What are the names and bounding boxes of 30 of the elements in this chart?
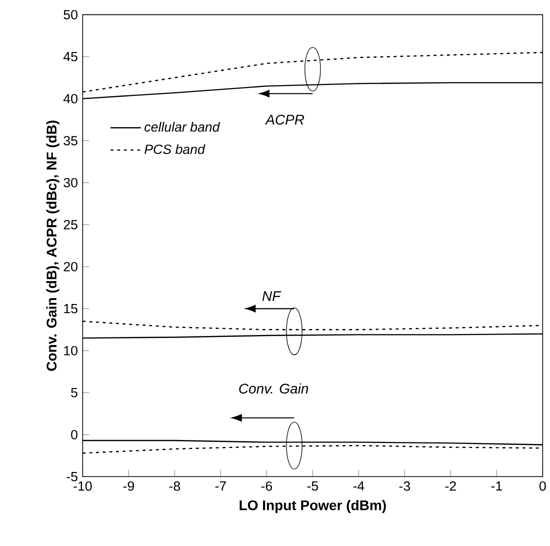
x-tick-label: -9 (123, 481, 134, 491)
x-axis-title: LO Input Power (dBm) (240, 500, 386, 514)
x-tick-label: -6 (261, 481, 272, 491)
y-tick-label: 5 (71, 388, 78, 398)
y-tick-label: 10 (64, 346, 78, 356)
annotation: NF (262, 291, 282, 301)
x-tick-label: -2 (445, 481, 456, 491)
annotation: Conv. Gain (239, 383, 308, 394)
x-tick-label: -3 (399, 481, 410, 491)
x-tick-label: -7 (215, 481, 226, 491)
annotation: ACPR (264, 114, 304, 125)
x-tick-label: -4 (353, 481, 364, 491)
y-tick-label: 40 (63, 94, 78, 104)
x-tick-label: -8 (169, 481, 180, 491)
y-tick-label: 25 (64, 220, 78, 230)
y-tick-label: 35 (64, 136, 78, 146)
legend-label: PCS band (144, 144, 206, 154)
x-tick-label: 0 (539, 481, 546, 491)
x-tick-label: -5 (307, 481, 318, 491)
y-tick-label: 0 (71, 430, 78, 440)
y-tick-label: 50 (64, 10, 78, 20)
legend-label: cellular band (144, 122, 220, 132)
x-tick-label: -1 (491, 481, 502, 491)
x-tick-label: -10 (74, 481, 92, 491)
y-axis-title: Conv. Gain (dB), ACPR (dBc), NF (dB) (46, 120, 60, 371)
y-tick-label: -5 (66, 472, 78, 482)
y-tick-label: 30 (64, 178, 78, 188)
y-tick-label: 15 (64, 304, 78, 314)
y-tick-label: 45 (63, 52, 78, 62)
y-tick-label: 20 (64, 262, 78, 272)
